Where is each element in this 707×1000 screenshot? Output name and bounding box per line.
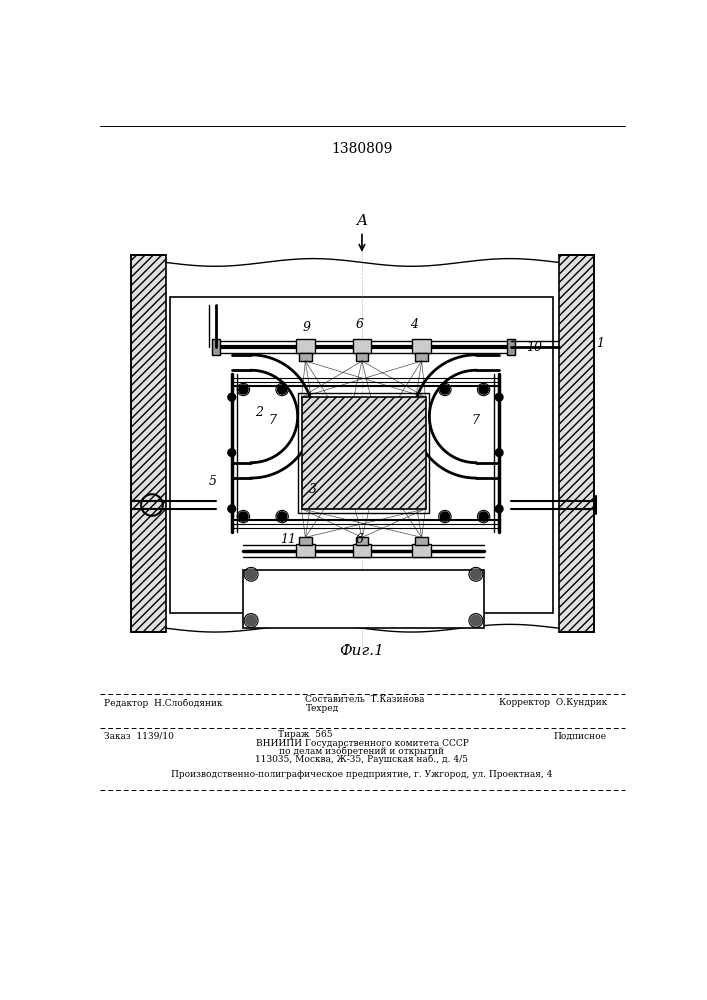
Text: 4: 4 [410,318,418,331]
Text: Фиг.1: Фиг.1 [339,644,385,658]
Circle shape [495,505,503,513]
Bar [170,297,554,613]
Circle shape [470,615,481,626]
Circle shape [277,385,287,394]
Circle shape [228,393,235,401]
Text: ВНИИПИ Государственного комитета СССР: ВНИИПИ Государственного комитета СССР [255,739,469,748]
Text: 7: 7 [268,414,276,427]
Text: 3: 3 [309,483,317,496]
Bar [131,255,166,632]
Text: Производственно-полиграфическое предприятие, г. Ужгород, ул. Проектная, 4: Производственно-полиграфическое предприя… [171,770,553,779]
Text: Составитель  Т.Казинова: Составитель Т.Казинова [305,695,425,704]
Circle shape [239,512,248,521]
Text: Заказ  1139/10: Заказ 1139/10 [104,732,174,740]
Circle shape [495,449,503,456]
Bar [416,353,428,361]
Bar [507,339,515,355]
Text: 113035, Москва, Ж-35, Раушская наб., д. 4/5: 113035, Москва, Ж-35, Раушская наб., д. … [255,754,469,764]
Text: A: A [356,214,368,228]
Text: 11: 11 [280,533,296,546]
Bar [299,353,312,361]
Circle shape [277,512,287,521]
Text: 7: 7 [472,414,480,427]
Bar [212,339,220,355]
Text: 9: 9 [303,321,311,334]
Text: по делам изобретений и открытий: по делам изобретений и открытий [279,747,445,756]
Text: 1380809: 1380809 [332,142,392,156]
Text: Тираж  565: Тираж 565 [278,730,333,739]
Bar [353,339,371,353]
Circle shape [479,512,489,521]
Bar [301,397,426,509]
Bar [299,537,312,545]
Text: Техред: Техред [305,704,339,713]
Bar [356,353,368,361]
Circle shape [440,512,450,521]
Bar [412,544,431,557]
Bar [412,339,431,353]
Text: 2: 2 [255,406,263,419]
Bar [559,255,594,632]
Circle shape [479,385,489,394]
Bar [416,537,428,545]
Text: 6: 6 [356,533,363,546]
Circle shape [495,393,503,401]
Bar [243,570,484,628]
Bar [353,544,371,557]
Bar [298,393,429,513]
Circle shape [470,569,481,580]
Circle shape [246,569,257,580]
Text: Корректор  О.Кундрик: Корректор О.Кундрик [499,698,607,707]
Circle shape [246,615,257,626]
Circle shape [440,385,450,394]
Circle shape [228,449,235,456]
Circle shape [239,385,248,394]
Text: Подписное: Подписное [554,732,607,740]
Text: 5: 5 [209,475,216,488]
Text: 6: 6 [356,318,363,331]
Circle shape [228,505,235,513]
Bar [296,544,315,557]
Text: 10: 10 [526,341,542,354]
Bar [356,537,368,545]
Bar [296,339,315,353]
Text: Редактор  Н.Слободяник: Редактор Н.Слободяник [104,698,223,708]
Text: 1: 1 [596,337,604,350]
